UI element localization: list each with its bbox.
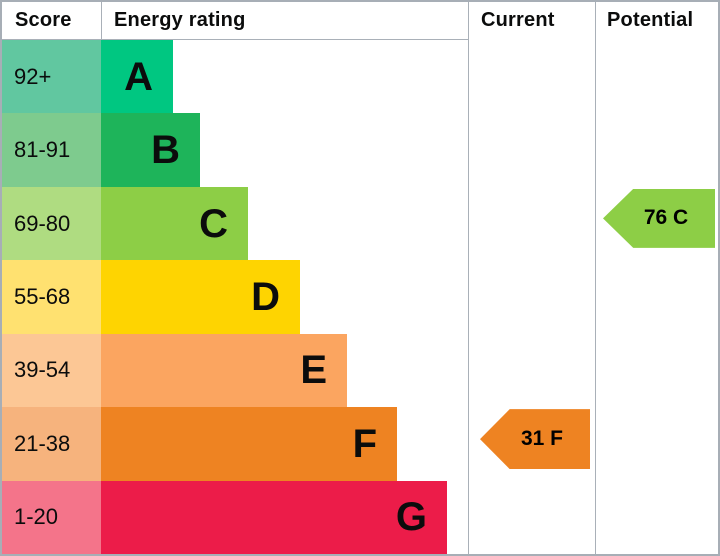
rating-bar-d: D xyxy=(101,260,300,334)
rating-bar-c: C xyxy=(101,186,248,261)
grade-letter-b: B xyxy=(151,128,180,173)
score-range-a: 92+ xyxy=(2,40,101,114)
band-row-g: 1-20 G xyxy=(2,480,718,554)
score-range-g: 1-20 xyxy=(2,480,101,554)
current-rating-arrow: 31 F xyxy=(480,409,590,470)
grade-letter-f: F xyxy=(352,421,377,466)
rating-bands: 92+ A 81-91 B 69-80 C 76 C 55-68 D 39- xyxy=(2,40,718,554)
rating-bar-g: G xyxy=(101,480,447,554)
band-row-d: 55-68 D xyxy=(2,260,718,334)
score-range-d: 55-68 xyxy=(2,260,101,334)
grade-letter-g: G xyxy=(395,495,427,540)
score-range-c: 69-80 xyxy=(2,186,101,261)
divider-potential-column xyxy=(595,2,596,554)
rating-bar-a: A xyxy=(101,40,173,114)
header-potential: Potential xyxy=(607,9,694,31)
divider-current-column xyxy=(468,2,469,554)
grade-letter-d: D xyxy=(251,274,280,319)
header-score: Score xyxy=(15,9,72,31)
grade-letter-a: A xyxy=(124,54,153,99)
divider-score-column xyxy=(101,2,102,40)
rating-bar-f: F xyxy=(101,407,397,481)
score-range-f: 21-38 xyxy=(2,407,101,481)
band-row-b: 81-91 B xyxy=(2,113,718,187)
grade-letter-c: C xyxy=(199,201,228,246)
rating-bar-e: E xyxy=(101,333,347,408)
potential-rating-arrow: 76 C xyxy=(603,188,715,248)
rating-bar-b: B xyxy=(101,113,200,187)
band-row-f: 21-38 F 31 F xyxy=(2,407,718,481)
score-range-b: 81-91 xyxy=(2,113,101,187)
divider-header-bottom xyxy=(2,39,468,40)
score-range-e: 39-54 xyxy=(2,333,101,408)
band-row-e: 39-54 E xyxy=(2,333,718,408)
header-row: Score Energy rating Current Potential xyxy=(2,2,718,40)
band-row-c: 69-80 C 76 C xyxy=(2,186,718,261)
header-energy-rating: Energy rating xyxy=(114,9,246,31)
band-row-a: 92+ A xyxy=(2,40,718,114)
header-current: Current xyxy=(481,9,555,31)
grade-letter-e: E xyxy=(300,348,327,393)
